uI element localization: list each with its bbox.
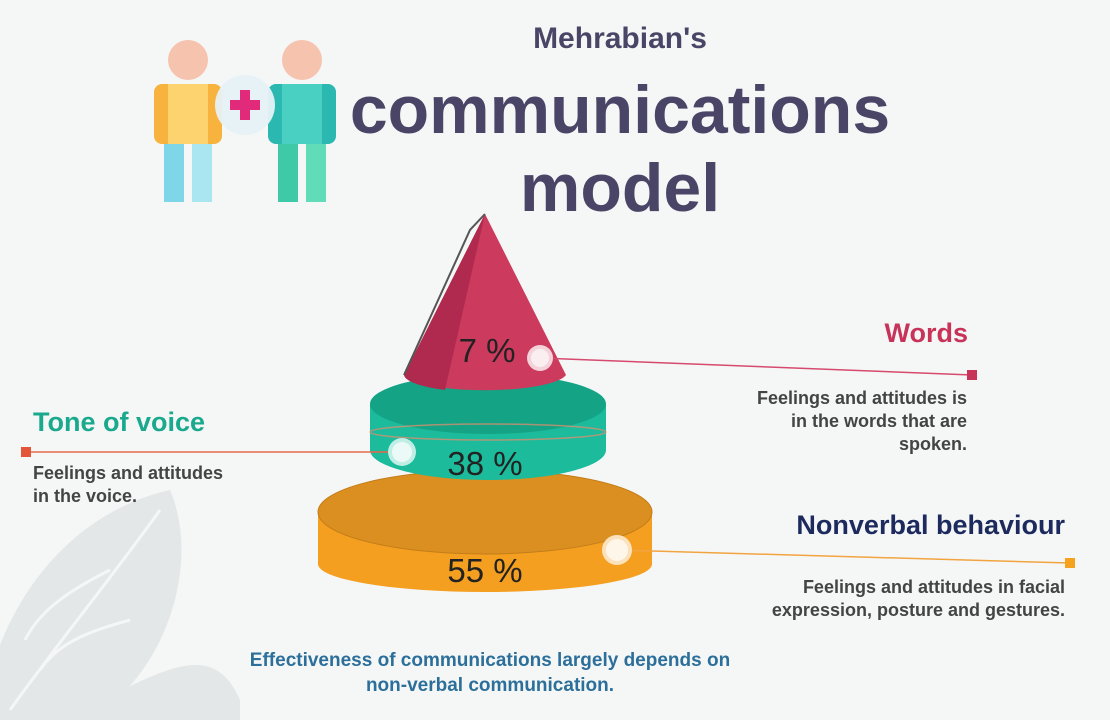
heading-nonverbal: Nonverbal behaviour bbox=[796, 510, 1065, 540]
tier-nonverbal bbox=[317, 469, 653, 592]
tier-tone bbox=[369, 374, 607, 480]
people-illustration bbox=[154, 40, 336, 202]
heading-tone: Tone of voice bbox=[33, 407, 206, 437]
heading-words: Words bbox=[884, 318, 968, 348]
description-nonverbal: Feelings and attitudes in facial express… bbox=[771, 577, 1065, 620]
footer-note: Effectiveness of communications largely … bbox=[249, 650, 731, 696]
description-words: Feelings and attitudes is in the words t… bbox=[756, 388, 967, 454]
connector-words bbox=[527, 345, 977, 380]
plus-icon bbox=[215, 75, 275, 135]
percent-words: 7 % bbox=[458, 332, 516, 369]
connector-nonverbal bbox=[602, 535, 1075, 568]
page-title: communications bbox=[349, 72, 891, 148]
person-icon bbox=[268, 40, 336, 202]
page-title-line2: model bbox=[519, 150, 721, 226]
percent-nonverbal: 55 % bbox=[447, 552, 523, 589]
percent-tone: 38 % bbox=[447, 445, 523, 482]
tier-words bbox=[403, 213, 566, 391]
description-tone: Feelings and attitudes in the voice. bbox=[33, 463, 224, 506]
connector-tone bbox=[21, 438, 416, 466]
leaf-icon bbox=[0, 490, 240, 720]
person-icon bbox=[154, 40, 222, 202]
subtitle: Mehrabian's bbox=[533, 22, 707, 55]
